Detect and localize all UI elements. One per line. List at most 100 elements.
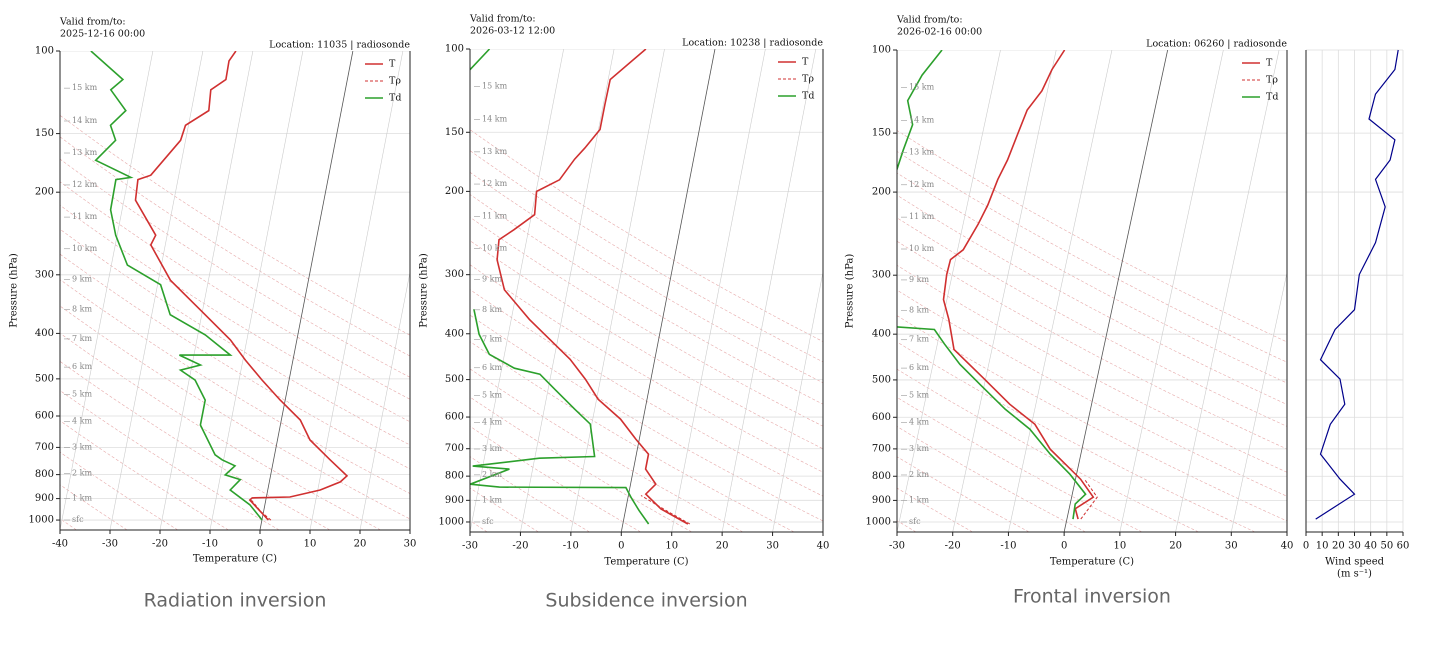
isotherm [620, 49, 716, 532]
location: Location: 06260 | radiosonde [1146, 39, 1287, 50]
y-tick-label: 900 [872, 495, 891, 506]
isotherm [1063, 50, 1169, 532]
profile-line [942, 50, 1095, 520]
x-tick-label: 0 [1061, 541, 1067, 552]
y-tick-label: 900 [35, 493, 54, 504]
y-axis-label: Pressure (hPa) [9, 253, 20, 328]
height-label: 6 km [72, 362, 92, 371]
height-label: 3 km [909, 444, 929, 453]
height-label: 15 km [909, 82, 935, 91]
height-label: 7 km [482, 334, 502, 343]
x-tick-label: 40 [817, 541, 830, 552]
x-tick-label: -40 [52, 539, 68, 550]
isotherm [1008, 50, 1113, 532]
x-tick-label: 20 [1332, 541, 1345, 552]
caption: Radiation inversion [144, 590, 327, 612]
isotherm [1175, 50, 1280, 532]
y-tick-label: 500 [872, 374, 891, 385]
wind-speed-line [1315, 49, 1399, 520]
height-label: 1 km [482, 495, 502, 504]
height-label: 9 km [72, 274, 92, 283]
height-label: 12 km [909, 180, 935, 189]
profile-line [640, 495, 691, 525]
x-tick-label: -10 [202, 539, 218, 550]
height-label: 11 km [482, 211, 508, 220]
y-tick-label: 600 [872, 412, 891, 423]
caption: Frontal inversion [1013, 586, 1171, 608]
isotherm [1230, 271, 1287, 532]
x-tick-label: -10 [563, 541, 579, 552]
legend-label: Td [389, 93, 401, 104]
x-tick-label: -10 [1000, 541, 1016, 552]
height-label: 13 km [909, 148, 935, 157]
dry-adiabat [897, 520, 917, 532]
legend-label: Td [802, 91, 814, 102]
dry-adiabat [60, 114, 410, 336]
y-tick-label: 200 [445, 186, 464, 197]
x-tick-label: 50 [1380, 541, 1393, 552]
y-tick-label: 100 [445, 44, 464, 55]
dry-adiabat [470, 341, 795, 532]
dry-adiabat [897, 240, 1287, 450]
height-label: 3 km [72, 443, 92, 452]
dry-adiabat [60, 420, 229, 530]
height-label: 2 km [909, 470, 929, 479]
y-tick-label: 700 [872, 443, 891, 454]
isotherm [822, 530, 823, 532]
height-label: 2 km [72, 468, 92, 477]
dry-adiabat [897, 341, 1256, 532]
plot-area [897, 50, 1287, 532]
title: Valid from/to: [896, 15, 963, 26]
dry-adiabat [60, 228, 410, 446]
height-label: 2 km [482, 470, 502, 479]
isotherm [570, 49, 665, 532]
height-label: 8 km [482, 305, 502, 314]
plot-area [470, 49, 823, 532]
height-label: 7 km [72, 334, 92, 343]
isotherm [897, 50, 1001, 532]
height-label: sfc [482, 517, 494, 526]
x-axis-label: (m s⁻¹) [1337, 569, 1372, 580]
caption: Subsidence inversion [545, 590, 747, 612]
dry-adiabat [897, 130, 1287, 343]
y-tick-label: 600 [35, 411, 54, 422]
y-tick-label: 600 [445, 412, 464, 423]
legend-label: T [802, 57, 809, 68]
dry-adiabat [60, 181, 410, 400]
dry-adiabat [897, 264, 1287, 473]
dry-adiabat [470, 171, 823, 384]
isotherm [60, 51, 154, 530]
height-label: 1 km [72, 494, 92, 503]
height-label: 10 km [72, 244, 98, 253]
y-tick-label: 300 [445, 269, 464, 280]
y-tick-label: 200 [872, 187, 891, 198]
location: Location: 11035 | radiosonde [269, 40, 410, 51]
isotherm [470, 49, 564, 532]
isotherm [359, 270, 410, 530]
legend-label: Tρ [1266, 75, 1278, 86]
x-tick-label: 30 [1348, 541, 1361, 552]
dry-adiabat [60, 390, 280, 530]
y-tick-label: 1000 [29, 515, 54, 526]
y-tick-label: 500 [445, 374, 464, 385]
profile-line [470, 49, 650, 525]
isotherm [952, 50, 1057, 532]
dry-adiabat [60, 332, 381, 530]
dry-adiabat [897, 151, 1287, 363]
y-tick-label: 800 [445, 471, 464, 482]
dry-adiabat [60, 158, 410, 378]
location: Location: 10238 | radiosonde [682, 38, 823, 49]
dry-adiabat [60, 204, 410, 423]
isotherm [520, 49, 615, 532]
x-tick-label: 60 [1397, 541, 1410, 552]
x-tick-label: -30 [462, 541, 478, 552]
isotherm [1119, 50, 1224, 532]
y-tick-label: 1000 [866, 516, 891, 527]
x-tick-label: 10 [304, 539, 317, 550]
height-label: 4 km [909, 418, 929, 427]
y-tick-label: 200 [35, 187, 54, 198]
profile-line [90, 51, 263, 521]
